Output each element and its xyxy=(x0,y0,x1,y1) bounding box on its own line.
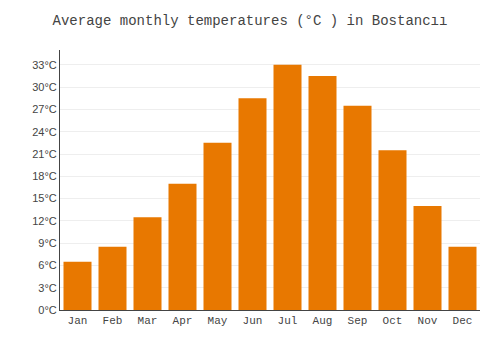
svg-text:24°C: 24°C xyxy=(32,126,57,138)
svg-text:30°C: 30°C xyxy=(32,81,57,93)
svg-text:Jun: Jun xyxy=(243,315,263,327)
svg-text:Mar: Mar xyxy=(138,315,158,327)
svg-text:9°C: 9°C xyxy=(38,237,57,249)
svg-text:0°C: 0°C xyxy=(38,304,57,316)
svg-text:Average monthly temperatures (: Average monthly temperatures (°C ) in Bo… xyxy=(53,13,448,29)
svg-text:27°C: 27°C xyxy=(32,103,57,115)
svg-text:18°C: 18°C xyxy=(32,170,57,182)
svg-text:6°C: 6°C xyxy=(38,259,57,271)
svg-text:3°C: 3°C xyxy=(38,282,57,294)
svg-text:12°C: 12°C xyxy=(32,215,57,227)
svg-text:Apr: Apr xyxy=(173,315,193,327)
svg-text:Oct: Oct xyxy=(383,315,403,327)
svg-text:May: May xyxy=(208,315,228,327)
svg-text:Jan: Jan xyxy=(68,315,88,327)
svg-text:Aug: Aug xyxy=(313,315,333,327)
svg-text:Dec: Dec xyxy=(453,315,473,327)
svg-text:Jul: Jul xyxy=(278,315,298,327)
svg-text:21°C: 21°C xyxy=(32,148,57,160)
svg-text:15°C: 15°C xyxy=(32,192,57,204)
svg-text:Nov: Nov xyxy=(418,315,438,327)
svg-text:Sep: Sep xyxy=(348,315,368,327)
svg-text:33°C: 33°C xyxy=(32,59,57,71)
svg-text:Feb: Feb xyxy=(103,315,123,327)
